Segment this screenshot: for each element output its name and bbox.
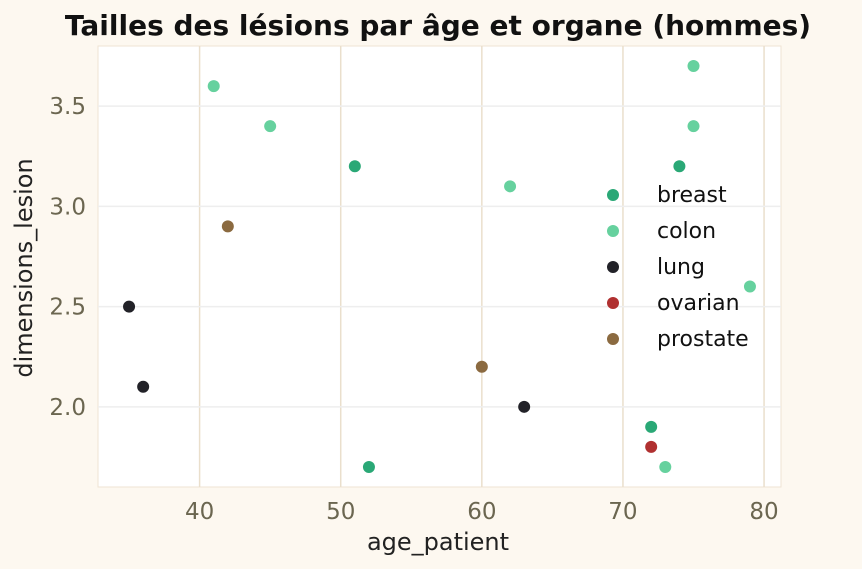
chart-title: Tailles des lésions par âge et organe (h… xyxy=(65,9,811,42)
data-point-prostate xyxy=(475,360,488,373)
legend: breast colon lung ovarian prostate xyxy=(607,183,749,352)
x-tick-label: 70 xyxy=(608,499,637,525)
y-axis-label: dimensions_lesion xyxy=(10,158,38,377)
data-point-colon xyxy=(264,120,277,133)
legend-marker-lung xyxy=(607,261,619,273)
data-point-breast xyxy=(645,420,658,433)
legend-label-breast: breast xyxy=(657,183,727,208)
legend-marker-breast xyxy=(607,189,619,201)
data-point-prostate xyxy=(221,220,234,233)
axes: 40 50 60 70 80 2.0 2.5 3.0 3.5 xyxy=(49,94,778,525)
plot-area xyxy=(97,45,782,488)
data-point-lung xyxy=(123,300,136,313)
legend-marker-ovarian xyxy=(607,297,619,309)
data-point-lung xyxy=(137,380,150,393)
data-point-lung xyxy=(518,400,531,413)
y-tick-label: 2.0 xyxy=(49,395,86,421)
data-point-breast xyxy=(673,160,686,173)
x-axis-label: age_patient xyxy=(367,528,509,556)
y-tick-label: 2.5 xyxy=(49,295,86,321)
data-point-colon xyxy=(687,120,700,133)
data-point-breast xyxy=(348,160,361,173)
data-point-colon xyxy=(687,60,700,73)
y-tick-label: 3.5 xyxy=(49,94,86,120)
x-tick-label: 50 xyxy=(326,499,355,525)
gridlines xyxy=(98,46,781,487)
legend-marker-prostate xyxy=(607,333,619,345)
data-point-breast xyxy=(362,460,375,473)
y-tick-label: 3.0 xyxy=(49,194,86,220)
data-point-ovarian xyxy=(645,440,658,453)
data-point-colon xyxy=(504,180,517,193)
x-tick-label: 40 xyxy=(185,499,214,525)
data-points xyxy=(123,60,756,473)
data-point-colon xyxy=(659,460,672,473)
x-tick-label: 60 xyxy=(467,499,496,525)
x-tick-label: 80 xyxy=(749,499,778,525)
legend-marker-colon xyxy=(607,225,619,237)
data-point-colon xyxy=(743,280,756,293)
legend-label-colon: colon xyxy=(657,219,716,244)
legend-label-ovarian: ovarian xyxy=(657,291,740,316)
data-point-colon xyxy=(207,80,220,93)
legend-label-lung: lung xyxy=(657,255,705,280)
legend-label-prostate: prostate xyxy=(657,327,749,352)
